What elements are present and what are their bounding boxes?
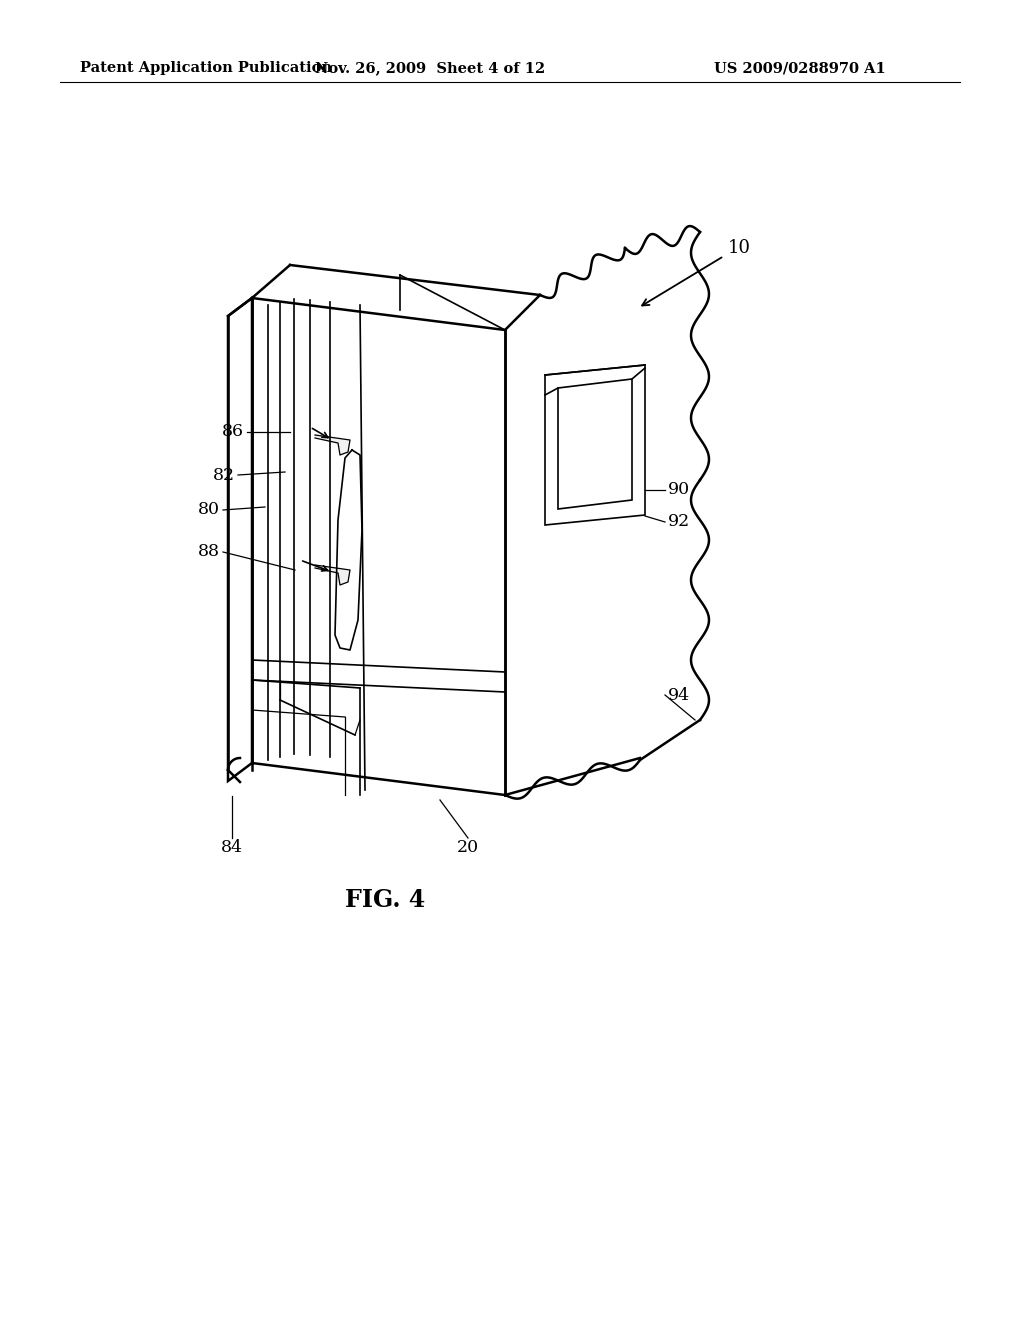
Text: 10: 10 [728,239,751,257]
Polygon shape [315,565,350,585]
Text: 82: 82 [213,466,234,483]
Text: 88: 88 [198,544,220,561]
Text: 92: 92 [668,513,690,531]
Text: US 2009/0288970 A1: US 2009/0288970 A1 [714,61,886,75]
Text: Nov. 26, 2009  Sheet 4 of 12: Nov. 26, 2009 Sheet 4 of 12 [314,61,545,75]
Text: 84: 84 [221,840,243,857]
Text: 86: 86 [222,424,244,441]
Polygon shape [315,436,350,455]
Text: 20: 20 [457,840,479,857]
Text: Patent Application Publication: Patent Application Publication [80,61,332,75]
Text: 94: 94 [668,686,690,704]
Text: 90: 90 [668,482,690,499]
Text: FIG. 4: FIG. 4 [345,888,425,912]
Text: 80: 80 [198,502,220,519]
